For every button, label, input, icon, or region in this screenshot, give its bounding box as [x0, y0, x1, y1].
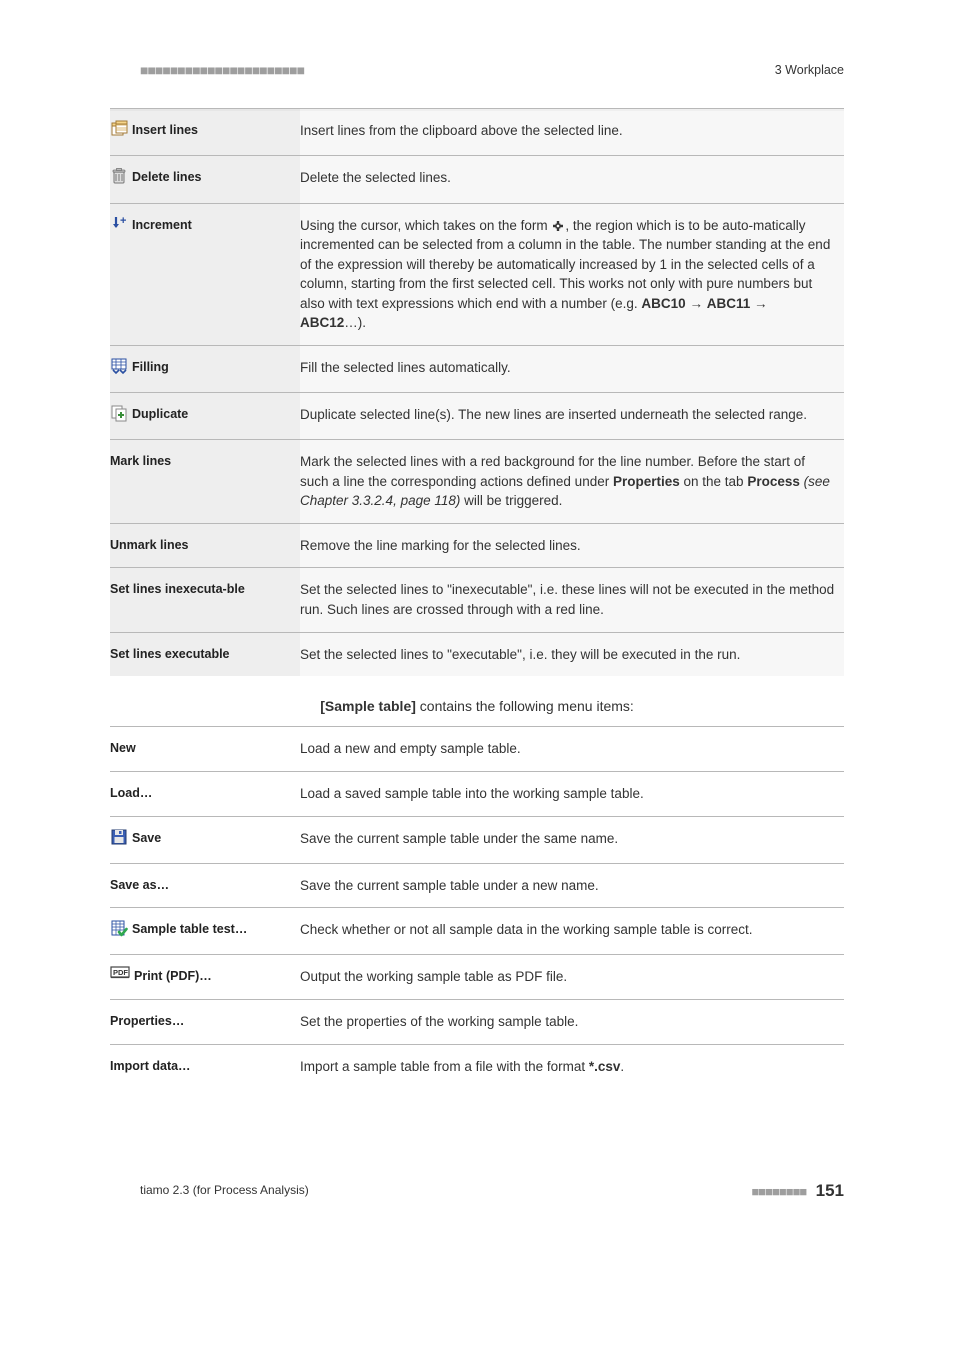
row-label: Filling	[110, 345, 300, 392]
row-label-text: Sample table test…	[132, 920, 247, 938]
row-description: Mark the selected lines with a red backg…	[300, 440, 844, 524]
row-description: Output the working sample table as PDF f…	[300, 955, 844, 1000]
duplicate-icon	[110, 405, 128, 427]
row-label: Duplicate	[110, 393, 300, 440]
footer-right: ■■■■■■■■ 151	[751, 1179, 844, 1204]
row-description: Set the selected lines to "inexecutable"…	[300, 568, 844, 632]
table-row: Properties…Set the properties of the wor…	[110, 1000, 844, 1045]
table-row: NewLoad a new and empty sample table.	[110, 727, 844, 772]
table-menu-items-2: NewLoad a new and empty sample table.Loa…	[110, 726, 844, 1088]
row-label: Set lines executable	[110, 632, 300, 676]
row-label: Mark lines	[110, 440, 300, 524]
row-label: New	[110, 727, 300, 772]
row-label-text: Delete lines	[132, 168, 201, 186]
row-label: Insert lines	[110, 109, 300, 156]
row-description: Save the current sample table under a ne…	[300, 863, 844, 908]
svg-text:PDF: PDF	[113, 968, 128, 977]
row-description: Import a sample table from a file with t…	[300, 1045, 844, 1089]
table-row: Load…Load a saved sample table into the …	[110, 771, 844, 816]
table-row: Unmark linesRemove the line marking for …	[110, 523, 844, 568]
increment-icon: +	[110, 216, 128, 238]
delete-lines-icon	[110, 168, 128, 190]
row-description: Load a new and empty sample table.	[300, 727, 844, 772]
insert-lines-icon	[110, 121, 128, 143]
row-label: Properties…	[110, 1000, 300, 1045]
row-label: Delete lines	[110, 156, 300, 203]
svg-text:+: +	[120, 215, 126, 227]
row-description: Using the cursor, which takes on the for…	[300, 203, 844, 345]
row-label-text: Insert lines	[132, 121, 198, 139]
table-row: Filling Fill the selected lines automatic…	[110, 345, 844, 392]
row-label: Save	[110, 816, 300, 863]
table-row: Duplicate Duplicate selected line(s). The…	[110, 393, 844, 440]
table-row: Delete lines Delete the selected lines.	[110, 156, 844, 203]
table-row: Insert lines Insert lines from the clipbo…	[110, 109, 844, 156]
sample-table-caption: [Sample table] contains the following me…	[0, 696, 954, 716]
footer-dots: ■■■■■■■■	[751, 1184, 806, 1199]
row-label: Set lines inexecuta-ble	[110, 568, 300, 632]
row-description: Insert lines from the clipboard above th…	[300, 109, 844, 156]
row-description: Set the selected lines to "executable", …	[300, 632, 844, 676]
row-label-text: Duplicate	[132, 405, 188, 423]
table-row: Import data…Import a sample table from a…	[110, 1045, 844, 1089]
sample-test-icon	[110, 920, 128, 942]
row-label: + Increment	[110, 203, 300, 345]
table-row: Mark linesMark the selected lines with a…	[110, 440, 844, 524]
row-label: Load…	[110, 771, 300, 816]
table-row: Set lines inexecuta-bleSet the selected …	[110, 568, 844, 632]
row-description: Save the current sample table under the …	[300, 816, 844, 863]
table-row: Sample table test… Check whether or not a…	[110, 908, 844, 955]
filling-icon	[110, 358, 128, 380]
row-label-text: Save	[132, 829, 161, 847]
row-description: Delete the selected lines.	[300, 156, 844, 203]
row-description: Check whether or not all sample data in …	[300, 908, 844, 955]
pdf-icon: PDF	[110, 967, 130, 987]
page-header: ■■■■■■■■■■■■■■■■■■■■■■ 3 Workplace	[0, 0, 954, 108]
row-description: Remove the line marking for the selected…	[300, 523, 844, 568]
table-row: Set lines executableSet the selected lin…	[110, 632, 844, 676]
header-section: 3 Workplace	[775, 61, 844, 79]
footer-page-number: 151	[816, 1181, 844, 1200]
table-menu-items-1: Insert lines Insert lines from the clipbo…	[110, 108, 844, 676]
table-row: + Increment Using the cursor, which takes …	[110, 203, 844, 345]
row-label-text: Print (PDF)…	[134, 967, 212, 985]
row-label-text: Increment	[132, 216, 192, 234]
row-description: Load a saved sample table into the worki…	[300, 771, 844, 816]
page-footer: tiamo 2.3 (for Process Analysis) ■■■■■■■…	[0, 1089, 954, 1204]
table-row: Save as…Save the current sample table un…	[110, 863, 844, 908]
header-dots: ■■■■■■■■■■■■■■■■■■■■■■	[140, 60, 304, 80]
row-label: Import data…	[110, 1045, 300, 1089]
row-label: Save as…	[110, 863, 300, 908]
row-label: PDF Print (PDF)…	[110, 955, 300, 1000]
row-description: Duplicate selected line(s). The new line…	[300, 393, 844, 440]
row-label-text: Filling	[132, 358, 169, 376]
footer-product: tiamo 2.3 (for Process Analysis)	[140, 1182, 309, 1199]
save-icon	[110, 829, 128, 851]
table-row: Save Save the current sample table under …	[110, 816, 844, 863]
row-label: Unmark lines	[110, 523, 300, 568]
row-label: Sample table test…	[110, 908, 300, 955]
table-row: PDF Print (PDF)… Output the working sample…	[110, 955, 844, 1000]
row-description: Set the properties of the working sample…	[300, 1000, 844, 1045]
row-description: Fill the selected lines automatically.	[300, 345, 844, 392]
